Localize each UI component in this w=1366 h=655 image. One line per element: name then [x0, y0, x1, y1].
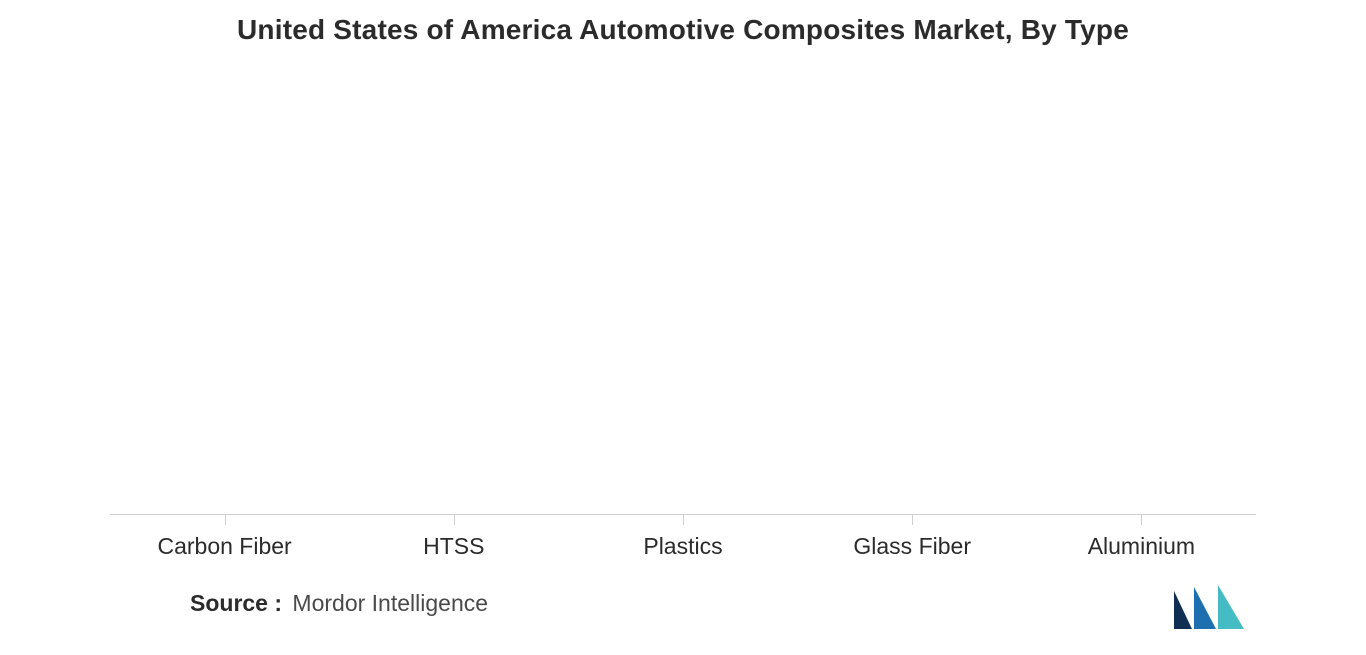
source-value: Mordor Intelligence — [292, 590, 488, 616]
x-tick — [683, 515, 684, 525]
x-axis-label: Aluminium — [993, 533, 1290, 560]
x-tick — [225, 515, 226, 525]
brand-logo — [1172, 585, 1246, 631]
x-tick — [454, 515, 455, 525]
chart-title: United States of America Automotive Comp… — [0, 0, 1366, 46]
x-tick — [1141, 515, 1142, 525]
x-tick — [912, 515, 913, 525]
logo-bar-3 — [1218, 585, 1244, 629]
logo-bar-1 — [1174, 591, 1192, 629]
logo-bar-2 — [1194, 587, 1216, 629]
source-label: Source : — [190, 590, 282, 616]
source-attribution: Source : Mordor Intelligence — [0, 590, 1366, 617]
plot-area: Carbon FiberHTSSPlasticsGlass FiberAlumi… — [110, 70, 1256, 515]
